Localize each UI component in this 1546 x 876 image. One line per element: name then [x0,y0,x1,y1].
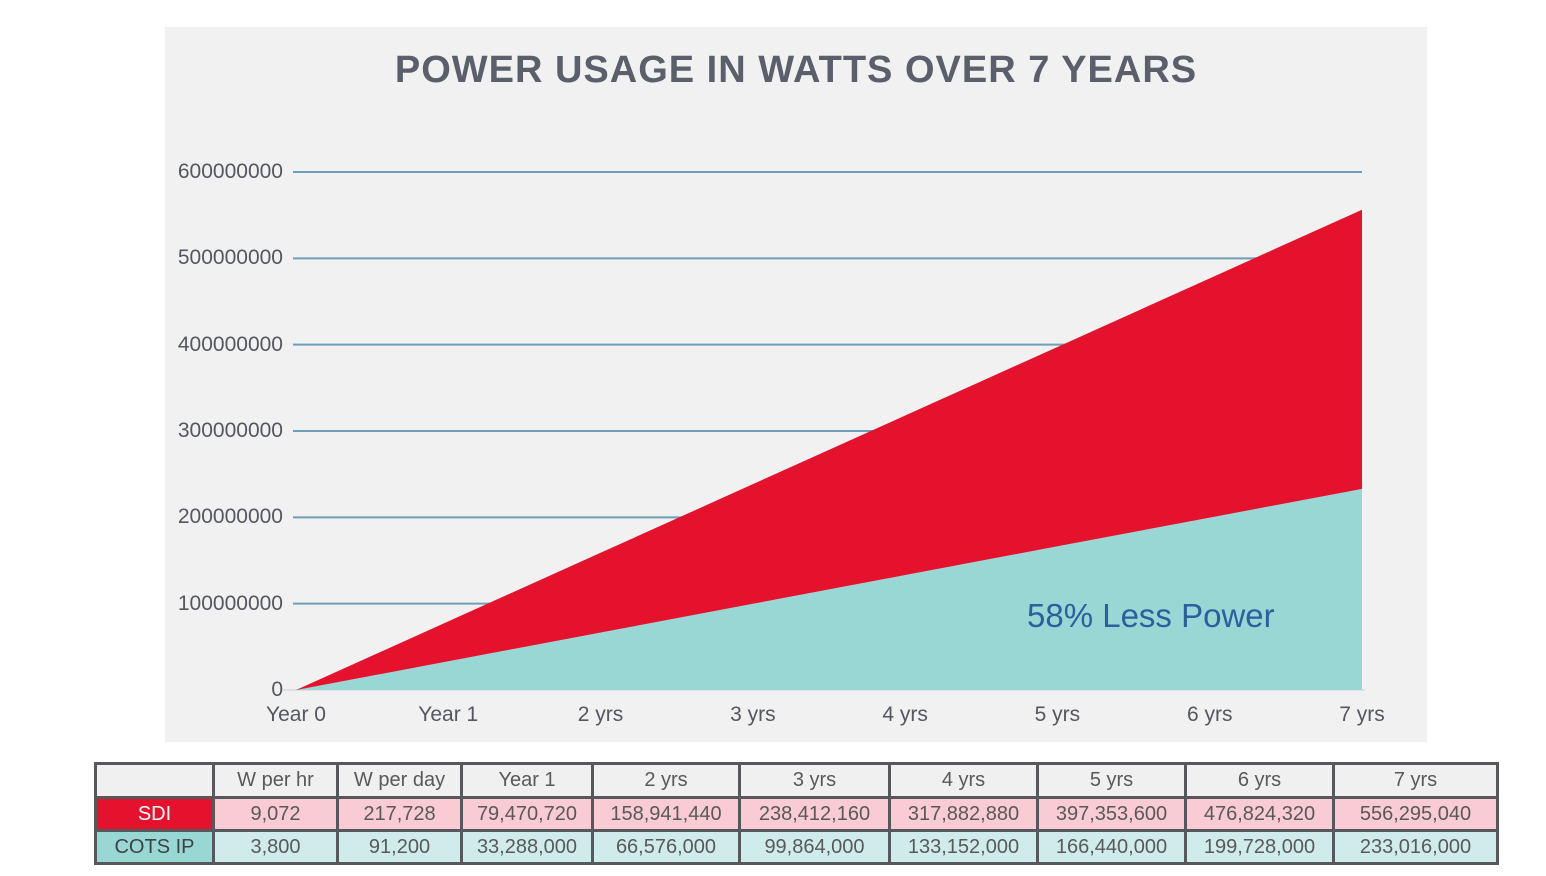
y-tick-label: 500000000 [177,246,283,270]
x-tick-label: 7 yrs [1339,703,1385,726]
table-row-cots-ip: COTS IP 3,800 91,200 33,288,000 66,576,000 99… [94,829,1499,865]
row-label-cots-ip: COTS IP [94,829,215,865]
y-tick-label: 100000000 [177,591,283,615]
table-header-w-per-hr: W per hr [212,762,339,799]
table-header-year-1: Year 1 [460,762,594,799]
table-cell: 317,882,880 [888,796,1039,832]
table-cell: 33,288,000 [460,829,594,865]
x-tick-label: Year 0 [266,703,326,726]
table-cell: 3,800 [212,829,339,865]
table-cell: 79,470,720 [460,796,594,832]
table-header-5-yrs: 5 yrs [1036,762,1187,799]
table-header-6-yrs: 6 yrs [1184,762,1335,799]
y-tick-label: 400000000 [177,332,283,356]
table-header-blank [94,762,215,799]
table-cell: 166,440,000 [1036,829,1187,865]
table-cell: 199,728,000 [1184,829,1335,865]
table-cell: 397,353,600 [1036,796,1187,832]
table-cell: 99,864,000 [738,829,891,865]
area-chart [283,171,1365,691]
table-row-sdi: SDI 9,072 217,728 79,470,720 158,941,440 238,… [94,796,1499,832]
x-tick-label: 6 yrs [1186,703,1233,726]
chart-annotation: 58% Less Power [1027,597,1275,634]
x-tick-label: 3 yrs [730,703,776,726]
y-tick-label: 0 [271,678,283,701]
table-cell: 91,200 [336,829,463,865]
y-tick-label: 200000000 [177,505,283,529]
table-cell: 217,728 [336,796,463,832]
row-label-sdi: SDI [94,796,215,832]
table-cell: 238,412,160 [738,796,891,832]
y-tick-label: 300000000 [177,419,283,442]
table-cell: 133,152,000 [888,829,1039,865]
table-header-7-yrs: 7 yrs [1332,762,1499,799]
x-tick-label: 4 yrs [882,703,928,726]
table-header-3-yrs: 3 yrs [738,762,891,799]
chart-title: POWER USAGE IN WATTS OVER 7 YEARS [394,49,1198,91]
y-tick-label: 600000000 [177,160,283,183]
table-header-2-yrs: 2 yrs [591,762,741,799]
x-tick-label: Year 1 [418,703,479,726]
table-cell: 158,941,440 [591,796,741,832]
table-cell: 476,824,320 [1184,796,1335,832]
table-cell: 556,295,040 [1332,796,1499,832]
x-tick-label: 5 yrs [1034,703,1081,726]
table-cell: 233,016,000 [1332,829,1499,865]
table-header-w-per-day: W per day [336,762,463,799]
table-cell: 66,576,000 [591,829,741,865]
x-tick-label: 2 yrs [577,703,624,726]
table-header-4-yrs: 4 yrs [888,762,1039,799]
chart-panel: POWER USAGE IN WATTS OVER 7 YEARS 0 10000… [165,27,1427,742]
area-cots-ip [296,488,1362,690]
table-cell: 9,072 [212,796,339,832]
